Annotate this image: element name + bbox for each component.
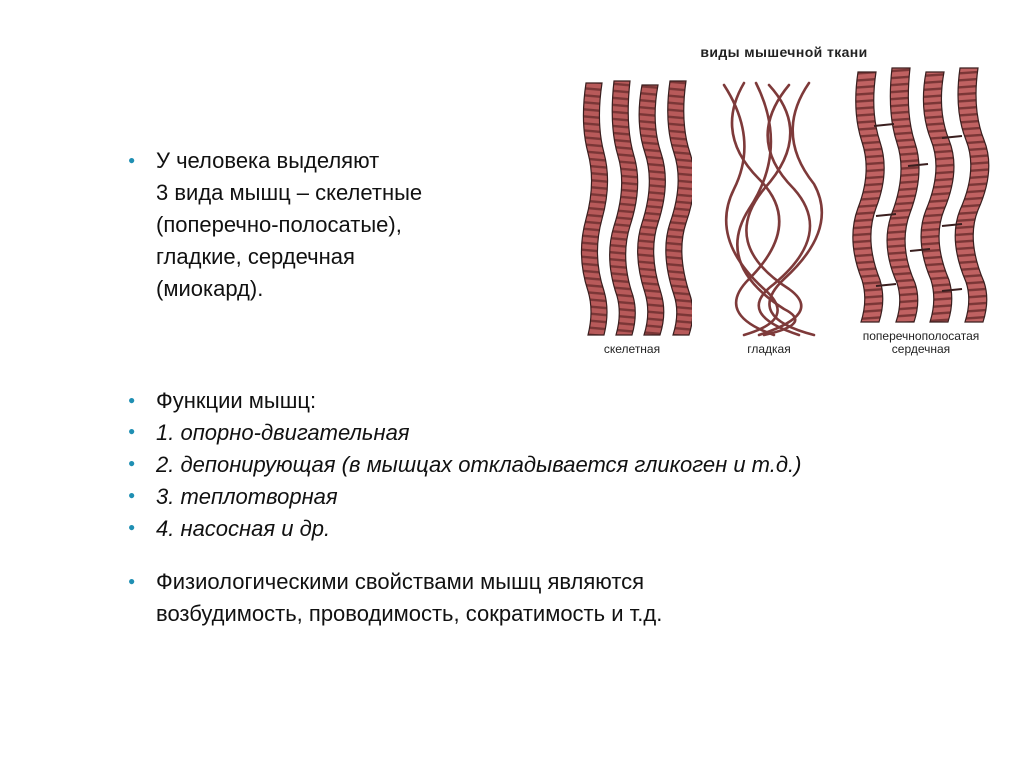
properties-line1: Физиологическими свойствами мышц являютс… — [156, 569, 644, 594]
skeletal-label: скелетная — [604, 343, 660, 356]
intro-line3: (поперечно-полосатые), — [120, 209, 520, 241]
intro-line2: 3 вида мышц – скелетные — [120, 177, 520, 209]
lower-block: Функции мышц: 1. опорно-двигательная 2. … — [120, 385, 940, 630]
skeletal-svg — [572, 79, 692, 339]
slide: виды мышечной ткани — [0, 0, 1024, 767]
intro-block: У человека выделяют 3 вида мышц – скелет… — [120, 145, 520, 304]
function-1-text: 1. опорно-двигательная — [156, 420, 410, 445]
function-item-3: 3. теплотворная — [120, 481, 940, 513]
tissue-skeletal: скелетная — [572, 79, 692, 356]
intro-line5: (миокард). — [120, 273, 520, 305]
functions-header: Функции мышц: — [120, 385, 940, 417]
smooth-label: гладкая — [747, 343, 790, 356]
function-item-2: 2. депонирующая (в мышцах откладывается … — [120, 449, 940, 481]
intro-line1: У человека выделяют — [156, 148, 379, 173]
function-item-1: 1. опорно-двигательная — [120, 417, 940, 449]
tissue-smooth: гладкая — [704, 79, 834, 356]
properties-bullet: Физиологическими свойствами мышц являютс… — [120, 566, 940, 598]
function-2-text: 2. депонирующая (в мышцах откладывается … — [156, 452, 801, 477]
tissue-cardiac: поперечнополосатая сердечная — [846, 66, 996, 356]
muscle-tissue-figure: виды мышечной ткани — [572, 44, 996, 356]
properties-line2: возбудимость, проводимость, сократимость… — [120, 598, 940, 630]
cardiac-svg — [846, 66, 996, 326]
figure-title: виды мышечной ткани — [572, 44, 996, 60]
intro-line4: гладкие, сердечная — [120, 241, 520, 273]
intro-bullet: У человека выделяют — [120, 145, 520, 177]
tissue-row: скелетная гладкая — [572, 66, 996, 356]
cardiac-label: поперечнополосатая сердечная — [863, 330, 980, 356]
function-item-4: 4. насосная и др. — [120, 513, 940, 545]
smooth-svg — [704, 79, 834, 339]
function-3-text: 3. теплотворная — [156, 484, 338, 509]
function-4-text: 4. насосная и др. — [156, 516, 330, 541]
